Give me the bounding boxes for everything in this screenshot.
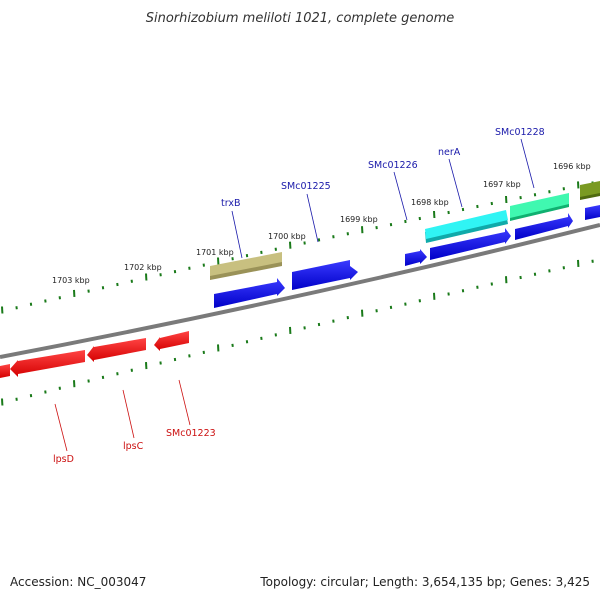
gene-label-SMc01225[interactable]: SMc01225 <box>281 181 331 192</box>
genome-backbone <box>0 223 600 359</box>
cds-SMc01225-forward[interactable] <box>292 260 358 290</box>
leader-lpsC <box>122 389 135 439</box>
leader-lpsD <box>54 403 68 452</box>
cds-olive-gene-forward[interactable] <box>585 205 600 220</box>
ruler-label-1697: 1697 kbp <box>483 180 521 189</box>
gene-label-SMc01223[interactable]: SMc01223 <box>166 428 216 439</box>
leader-nerA <box>448 158 463 208</box>
accession-text: Accession: NC_003047 <box>10 575 146 589</box>
gene-label-SMc01226[interactable]: SMc01226 <box>368 160 418 171</box>
cds-SMc01228-forward[interactable] <box>515 213 573 240</box>
ruler-forward-strand <box>1 181 594 314</box>
leader-SMc01223 <box>178 379 191 426</box>
cds-edge-reverse[interactable] <box>0 364 10 378</box>
feature-nerA[interactable] <box>425 210 508 243</box>
cds-lpsD-reverse[interactable] <box>10 350 85 377</box>
ruler-label-1700: 1700 kbp <box>268 232 306 241</box>
ruler-label-1702: 1702 kbp <box>124 263 162 272</box>
ruler-label-1696: 1696 kbp <box>553 162 591 171</box>
leader-trxB <box>231 210 243 259</box>
ruler-label-1701: 1701 kbp <box>196 248 234 257</box>
feature-trxB[interactable] <box>210 252 282 280</box>
leader-SMc01226 <box>393 171 408 221</box>
cds-SMc01223-reverse[interactable] <box>154 331 189 351</box>
gene-label-lpsC[interactable]: lpsC <box>123 441 144 452</box>
feature-SMc01228[interactable] <box>510 193 569 221</box>
cds-lpsC-reverse[interactable] <box>87 338 146 362</box>
ruler-reverse-strand <box>1 259 594 406</box>
ruler-label-1698: 1698 kbp <box>411 198 449 207</box>
leader-SMc01228 <box>520 138 535 189</box>
ruler-label-1703: 1703 kbp <box>52 276 90 285</box>
cds-SMc01226-forward[interactable] <box>405 249 427 266</box>
genome-summary-text: Topology: circular; Length: 3,654,135 bp… <box>259 575 590 589</box>
ruler-label-1699: 1699 kbp <box>340 215 378 224</box>
cds-trxB-forward[interactable] <box>214 278 285 308</box>
gene-label-trxB[interactable]: trxB <box>221 198 241 209</box>
cds-nerA-forward[interactable] <box>430 228 511 260</box>
leader-SMc01225 <box>306 193 319 243</box>
feature-olive-gene[interactable] <box>580 181 600 200</box>
gene-label-nerA[interactable]: nerA <box>438 147 461 158</box>
map-title: Sinorhizobium meliloti 1021, complete ge… <box>146 11 455 26</box>
gene-label-SMc01228[interactable]: SMc01228 <box>495 127 545 138</box>
gene-label-lpsD[interactable]: lpsD <box>53 454 74 465</box>
